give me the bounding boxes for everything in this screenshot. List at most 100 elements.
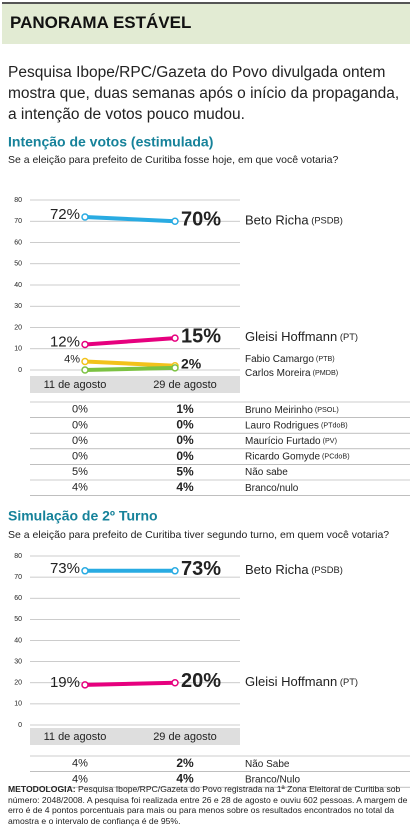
series-line [83, 680, 177, 687]
party: (PTB) [316, 354, 335, 363]
series-name: Lauro Rodrigues (PTdoB) [245, 420, 348, 431]
table-value: 4% [176, 772, 194, 786]
name: Fabio Camargo [245, 354, 314, 365]
methodology-label: METODOLOGIA: [8, 784, 76, 794]
series-line [83, 215, 177, 224]
name: Não sabe [245, 467, 288, 478]
value-label: 70% [181, 209, 221, 231]
category-band [30, 376, 240, 393]
table-value: 0% [72, 404, 88, 416]
point [81, 366, 89, 374]
header-title: PANORAMA ESTÁVEL [2, 2, 410, 44]
party: (PSDB) [311, 216, 343, 226]
y-tick-label: 60 [14, 239, 22, 246]
y-tick-label: 20 [14, 324, 22, 331]
series-line [83, 359, 177, 368]
value-label: 73% [181, 558, 221, 580]
series-name: Carlos Moreira (PMDB) [245, 368, 338, 379]
table-value: 4% [72, 758, 88, 770]
category-band [30, 728, 240, 745]
y-tick-label: 40 [14, 637, 22, 644]
party: (PT) [340, 677, 358, 687]
y-tick-label: 80 [14, 553, 22, 560]
series-name: Branco/Nulo [245, 774, 300, 785]
name: Gleisi Hoffmann [245, 674, 337, 689]
series-name: Não Sabe [245, 758, 290, 769]
table-value: 5% [72, 466, 88, 478]
table-value: 0% [176, 433, 194, 447]
value-label: 73% [50, 560, 80, 577]
point [171, 364, 179, 372]
table-value: 5% [176, 464, 194, 478]
point [81, 340, 89, 349]
x-tick-label: 11 de agosto [44, 379, 107, 391]
chart-subtitle: Se a eleição para prefeito de Curitiba t… [8, 529, 389, 541]
series-name: Beto Richa (PSDB) [245, 213, 343, 228]
point [171, 217, 179, 225]
point [81, 681, 89, 689]
party: (PSDB) [311, 565, 343, 575]
name: Ricardo Gomyde [245, 451, 320, 462]
party: (PCdoB) [322, 452, 350, 461]
value-label: 72% [50, 206, 80, 223]
point [171, 567, 179, 575]
party: (PV) [323, 436, 337, 445]
y-tick-label: 70 [14, 218, 22, 225]
series-name: Bruno Meirinho (PSOL) [245, 404, 339, 415]
name: Maurício Furtado [245, 436, 321, 447]
name: Não Sabe [245, 758, 290, 769]
name: Lauro Rodrigues [245, 420, 319, 431]
series-line [83, 365, 177, 372]
series-name: Branco/nulo [245, 482, 299, 493]
y-tick-label: 30 [14, 303, 22, 310]
name: Carlos Moreira [245, 368, 311, 379]
value-label: 4% [64, 353, 80, 365]
y-tick-label: 80 [14, 197, 22, 204]
value-label: 2% [181, 355, 202, 371]
table-value: 4% [176, 480, 194, 494]
series-name: Fabio Camargo (PTB) [245, 354, 335, 365]
series-name: Gleisi Hoffmann (PT) [245, 674, 358, 689]
party: (PT) [340, 333, 358, 343]
methodology-text: Pesquisa Ibope/RPC/Gazeta do Povo regist… [8, 784, 408, 826]
chart-title: Intenção de votos (estimulada) [8, 134, 213, 150]
value-label: 15% [181, 325, 221, 347]
series-line [83, 336, 177, 347]
y-tick-label: 10 [14, 346, 22, 353]
name: Bruno Meirinho [245, 404, 313, 415]
party: (PSOL) [315, 405, 339, 414]
methodology: METODOLOGIA: Pesquisa Ibope/RPC/Gazeta d… [8, 784, 408, 826]
point [171, 679, 179, 687]
y-tick-label: 70 [14, 574, 22, 581]
table-value: 0% [176, 449, 194, 463]
chart-subtitle: Se a eleição para prefeito de Curitiba f… [8, 154, 339, 166]
series-name: Gleisi Hoffmann (PT) [245, 330, 358, 345]
series-name: Maurício Furtado (PV) [245, 436, 337, 447]
point [171, 334, 179, 342]
value-label: 19% [50, 674, 80, 691]
y-tick-label: 50 [14, 261, 22, 268]
series-name: Beto Richa (PSDB) [245, 562, 343, 577]
table-value: 0% [72, 419, 88, 431]
name: Beto Richa [245, 213, 309, 228]
point [81, 357, 89, 366]
table-value: 0% [72, 435, 88, 447]
value-label: 20% [181, 670, 221, 692]
party: (PMDB) [313, 368, 339, 377]
series-name: Não sabe [245, 467, 288, 478]
name: Beto Richa [245, 562, 309, 577]
table-value: 4% [72, 773, 88, 785]
name: Branco/Nulo [245, 774, 300, 785]
table-value: 1% [176, 402, 194, 416]
point [81, 567, 89, 575]
series-name: Ricardo Gomyde (PCdoB) [245, 451, 350, 462]
y-tick-label: 20 [14, 680, 22, 687]
x-tick-label: 29 de agosto [153, 379, 217, 391]
table-value: 0% [72, 451, 88, 463]
y-tick-label: 40 [14, 282, 22, 289]
y-tick-label: 50 [14, 616, 22, 623]
y-tick-label: 60 [14, 595, 22, 602]
y-tick-label: 0 [18, 722, 22, 729]
